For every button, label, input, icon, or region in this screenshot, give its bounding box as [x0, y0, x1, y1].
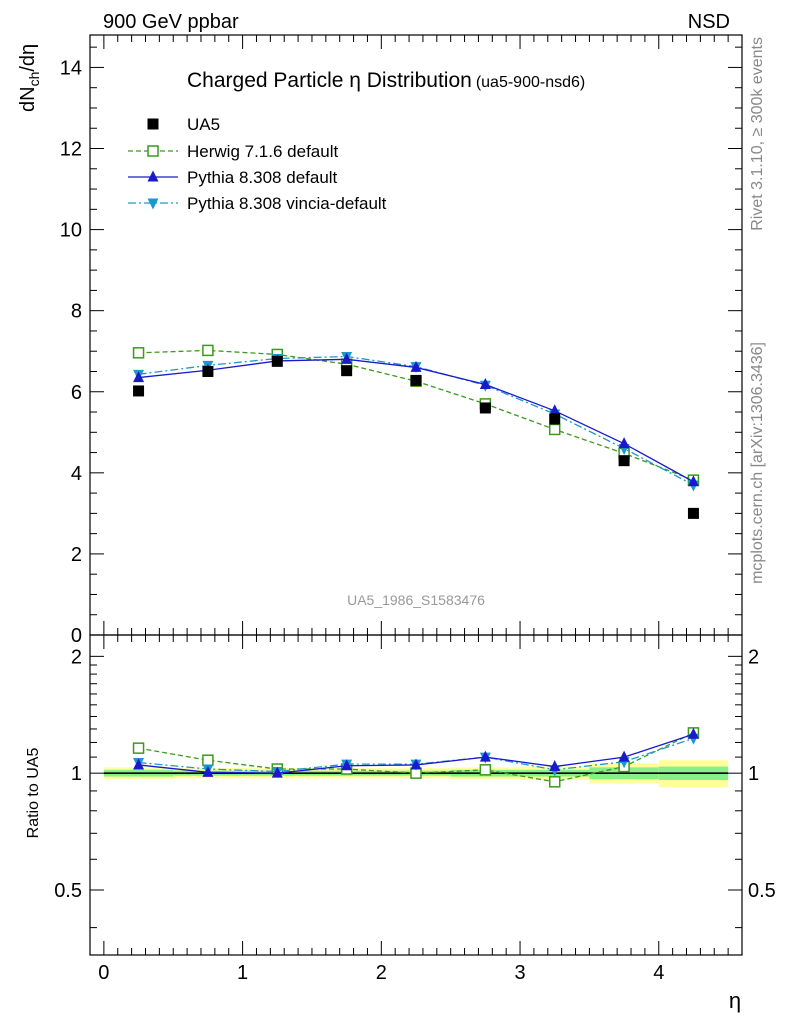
data-point	[341, 365, 353, 377]
ratio-plot-frame	[89, 634, 743, 956]
legend-marker	[147, 170, 159, 182]
chart-title: Charged Particle η Distribution (ua5-900-…	[187, 69, 585, 92]
ratio-point	[271, 766, 283, 778]
chart-title-suffix: (ua5-900-nsd6)	[476, 74, 585, 91]
x-tick-label: 1	[237, 962, 248, 984]
ratio-point	[341, 759, 353, 771]
ratio-point	[133, 758, 145, 770]
rivet-version-label: Rivet 3.1.10, ≥ 300k events	[749, 37, 766, 231]
main-y-tick-label: 12	[60, 139, 82, 161]
data-point	[618, 455, 630, 467]
ratio-point	[479, 764, 492, 776]
data-point	[410, 374, 422, 386]
ratio-y-tick-label-left: 2	[71, 646, 82, 668]
main-axis-ticks	[90, 35, 742, 636]
legend-item-pythia-8-308-vincia-default: Pythia 8.308 vincia-default	[128, 194, 387, 213]
x-tick-labels: 0 1 2 3 4	[98, 962, 664, 984]
x-axis-label: η	[729, 988, 741, 1013]
ratio-point	[549, 760, 561, 772]
ratio-point	[548, 776, 561, 788]
data-point	[549, 404, 561, 416]
data-point	[271, 355, 283, 367]
watermark-analysis-id: UA5_1986_S1583476	[347, 592, 485, 608]
main-panel: 0 2 4 6 8 10 12 14 UA5_1986_S1583476 Charged Pa…	[17, 34, 743, 647]
legend-marker	[147, 145, 159, 157]
data-point	[133, 371, 145, 383]
legend-label: Pythia 8.308 default	[187, 168, 338, 187]
main-y-tick-label: 14	[60, 57, 82, 79]
ratio-point	[202, 754, 214, 766]
legend: UA5 Herwig 7.1.6 default Pythia 8.308 defa…	[128, 115, 387, 213]
ratio-point	[410, 758, 422, 770]
main-y-tick-label: 0	[71, 625, 82, 647]
legend-item-pythia-8-308-default: Pythia 8.308 default	[128, 168, 338, 187]
ratio-series-group	[132, 727, 700, 788]
data-point	[341, 352, 353, 364]
ratio-series-pythia-8-308-default	[133, 727, 699, 778]
main-y-tick-label: 8	[71, 301, 82, 323]
ratio-y-tick-label-right: 1	[748, 763, 759, 785]
data-point	[549, 413, 561, 425]
data-point	[202, 365, 214, 377]
ratio-y-tick-labels: 0.5 0.5 1 1 2 2	[54, 646, 776, 902]
ratio-y-tick-label-left: 0.5	[54, 880, 82, 902]
main-y-tick-label: 10	[60, 220, 82, 242]
x-tick-label: 0	[98, 962, 109, 984]
legend-item-ua5: UA5	[147, 115, 220, 134]
legend-label: UA5	[187, 115, 220, 134]
chart-title-text: Charged Particle η Distribution	[187, 69, 472, 92]
mcplots-citation-label: mcplots.cern.ch [arXiv:1306.3436]	[749, 342, 766, 584]
data-point	[479, 402, 491, 414]
x-tick-label: 4	[653, 962, 664, 984]
data-point	[687, 507, 699, 519]
main-y-axis-label: dNch/dη	[17, 44, 42, 112]
ratio-line	[138, 732, 694, 783]
main-y-tick-label: 6	[71, 382, 82, 404]
data-point	[133, 385, 145, 397]
legend-marker	[147, 198, 159, 210]
legend-label: Herwig 7.1.6 default	[187, 142, 338, 161]
data-point	[202, 344, 214, 357]
ratio-y-tick-label-left: 1	[71, 763, 82, 785]
main-y-tick-labels: 0 2 4 6 8 10 12 14	[60, 57, 82, 647]
series-pythia-8-308-vincia-default	[133, 351, 699, 492]
main-y-tick-label: 2	[71, 544, 82, 566]
data-point	[479, 377, 491, 389]
x-tick-label: 3	[514, 962, 525, 984]
ratio-point	[687, 727, 699, 739]
main-series-group	[132, 344, 700, 519]
ratio-point	[202, 765, 214, 777]
ratio-y-axis-label: Ratio to UA5	[25, 748, 42, 839]
y-label-rest: /dη	[17, 44, 39, 72]
ratio-point	[132, 742, 145, 754]
ratio-y-tick-label-right: 2	[748, 646, 759, 668]
data-point	[132, 347, 145, 359]
series-ua5	[133, 355, 699, 519]
ratio-point	[618, 750, 630, 762]
data-point	[548, 423, 561, 436]
ratio-point	[479, 750, 491, 762]
ratio-y-tick-label-right: 0.5	[748, 880, 776, 902]
legend-marker	[147, 118, 159, 130]
legend-label: Pythia 8.308 vincia-default	[187, 194, 387, 213]
data-point	[618, 437, 630, 449]
ratio-axis-ticks	[90, 635, 742, 955]
main-y-tick-label: 4	[71, 463, 82, 485]
y-label-sub: ch	[26, 72, 42, 87]
legend-item-herwig-7-1-6-default: Herwig 7.1.6 default	[128, 142, 338, 161]
ratio-panel: 0.5 0.5 1 1 2 2 0 1 2 3 4 Ratio to UA5 η	[25, 634, 776, 1013]
data-point	[687, 475, 699, 487]
x-tick-label: 2	[376, 962, 387, 984]
header-energy-label: 900 GeV ppbar	[103, 11, 239, 33]
y-label-main: dN	[17, 86, 39, 112]
header-process-label: NSD	[688, 11, 730, 33]
data-point	[410, 360, 422, 372]
